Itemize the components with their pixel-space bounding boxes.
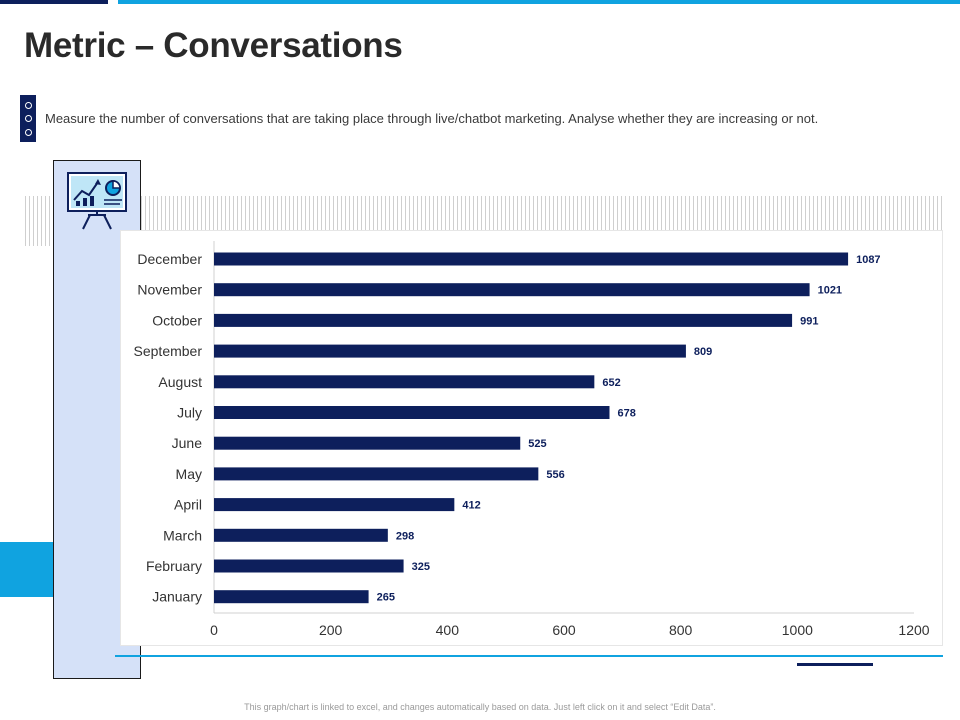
data-label: 809 [694, 346, 712, 358]
data-label: 652 [602, 377, 620, 389]
x-tick-label: 800 [669, 622, 693, 638]
bar [214, 313, 793, 327]
x-tick-label: 200 [319, 622, 343, 638]
x-tick-label: 1200 [898, 622, 929, 638]
bar [214, 344, 686, 358]
bar [214, 436, 521, 450]
data-label: 325 [412, 561, 430, 573]
left-accent-block [0, 542, 53, 597]
category-label: January [152, 589, 202, 605]
footnote: This graph/chart is linked to excel, and… [244, 702, 716, 712]
category-label: February [146, 558, 202, 574]
bar [214, 559, 404, 573]
x-tick-label: 0 [210, 622, 218, 638]
data-label: 412 [462, 500, 480, 512]
data-label: 991 [800, 315, 818, 327]
data-label: 298 [396, 530, 414, 542]
x-tick-label: 600 [552, 622, 576, 638]
category-label: October [152, 312, 202, 328]
bar [214, 406, 610, 419]
category-label: December [137, 251, 202, 267]
data-label: 525 [528, 438, 546, 450]
data-label: 678 [618, 408, 636, 420]
bar [214, 283, 810, 297]
data-label: 556 [546, 469, 564, 481]
bar [214, 498, 455, 512]
category-label: March [163, 527, 202, 543]
x-tick-label: 1000 [782, 622, 813, 638]
bar-chart: December 1087 November 1021 October 991 Septem… [134, 241, 930, 638]
category-label: July [177, 405, 202, 421]
category-label: May [176, 466, 202, 482]
list-dots-icon [20, 95, 36, 142]
chart-card: December 1087 November 1021 October 991 Septem… [120, 230, 943, 646]
bar [214, 375, 595, 389]
bar [214, 467, 539, 481]
bottom-accent-line [115, 655, 943, 657]
category-label: August [158, 374, 202, 390]
bar [214, 590, 369, 604]
presentation-board-icon [67, 172, 127, 230]
category-label: June [172, 435, 203, 451]
description-text: Measure the number of conversations that… [45, 111, 819, 126]
bottom-dash [797, 663, 873, 666]
category-label: April [174, 497, 202, 513]
x-tick-label: 400 [436, 622, 460, 638]
page-title: Metric – Conversations [24, 26, 403, 65]
top-bar-accent [118, 0, 960, 4]
data-label: 265 [377, 592, 395, 604]
bar [214, 528, 388, 542]
data-label: 1021 [818, 285, 842, 297]
category-label: November [137, 282, 202, 298]
category-label: September [134, 343, 203, 359]
top-bar-dark [0, 0, 108, 4]
bar [214, 252, 849, 266]
data-label: 1087 [856, 254, 880, 266]
